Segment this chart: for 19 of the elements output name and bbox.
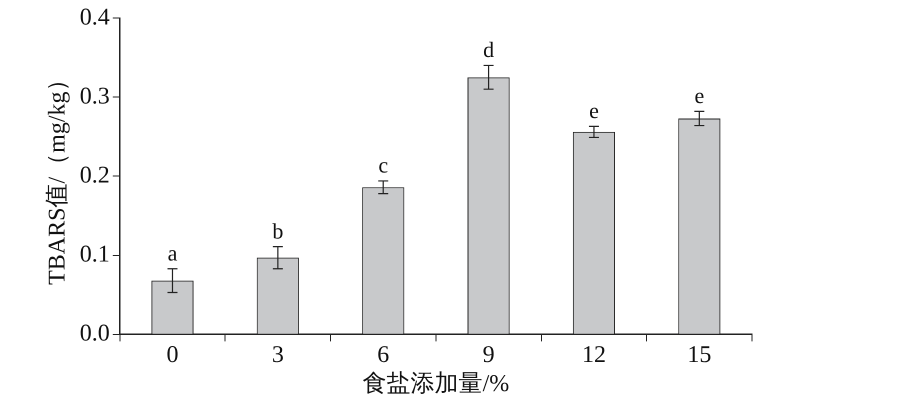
y-axis-title: TBARS值/（mg/kg） — [44, 68, 71, 285]
y-tick-label: 0.2 — [80, 162, 110, 188]
x-tick-label: 3 — [272, 342, 284, 368]
annotation: b — [272, 218, 284, 244]
y-tick-label: 0.3 — [80, 83, 110, 110]
y-tick-label: 0.0 — [80, 320, 110, 347]
x-tick-label: 0 — [166, 342, 178, 368]
x-axis-title: 食盐添加量/% — [362, 370, 510, 397]
annotation: e — [589, 98, 599, 124]
x-tick-label: 6 — [377, 342, 390, 368]
x-tick-label: 15 — [687, 342, 712, 368]
x-tick-label: 12 — [582, 342, 606, 368]
annotation: c — [378, 152, 388, 178]
x-tick-label: 9 — [482, 342, 495, 368]
annotation: e — [694, 83, 704, 108]
annotation: a — [168, 240, 178, 266]
annotation: d — [483, 37, 494, 62]
y-tick-label: 0.1 — [80, 242, 110, 268]
y-tick-label: 0.4 — [80, 4, 110, 30]
